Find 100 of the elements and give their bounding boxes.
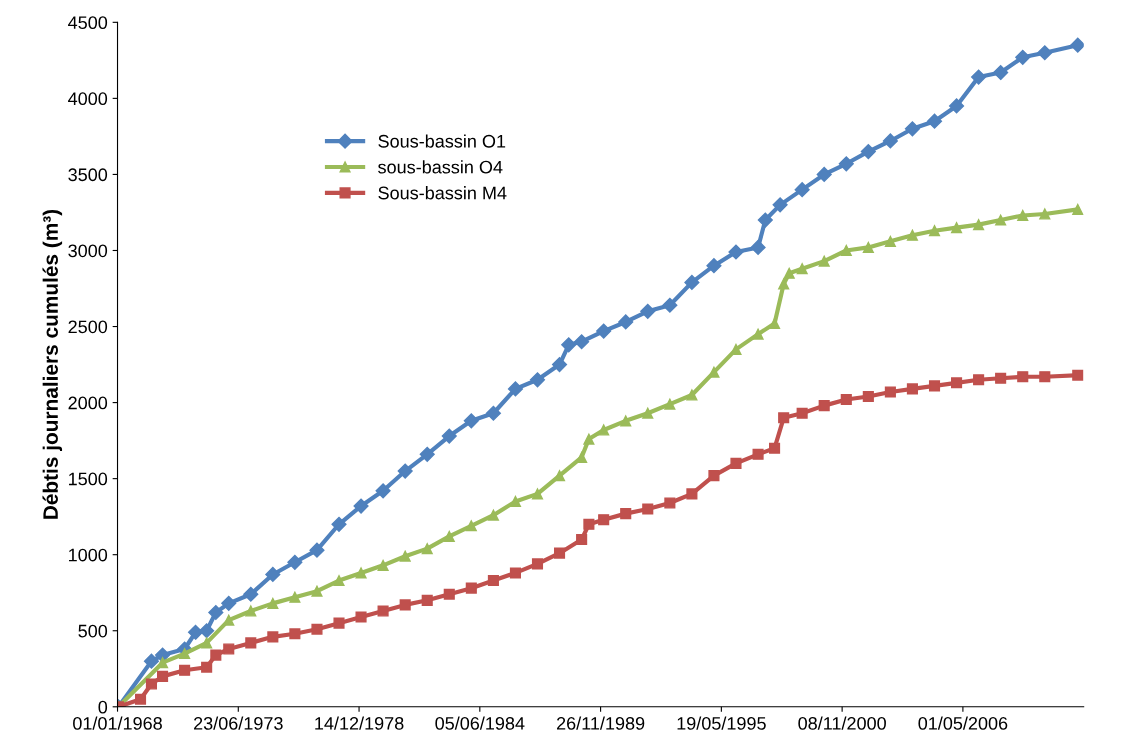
point: [421, 543, 433, 555]
point: [399, 550, 411, 562]
legend-label: sous-bassin O4: [378, 160, 503, 174]
point: [1015, 49, 1031, 65]
point: [1039, 371, 1051, 383]
point: [750, 239, 766, 256]
point: [531, 558, 544, 570]
point: [561, 337, 577, 353]
point: [973, 374, 985, 386]
point: [728, 244, 744, 260]
point: [884, 386, 896, 398]
point: [267, 597, 279, 609]
point: [838, 156, 854, 172]
point: [862, 241, 874, 253]
point: [311, 623, 323, 635]
y-tick-label: 3500: [68, 168, 108, 182]
point: [706, 258, 722, 274]
point: [289, 628, 301, 640]
point: [708, 470, 720, 482]
point: [377, 605, 389, 617]
point: [353, 498, 369, 514]
point: [995, 372, 1007, 384]
point: [778, 278, 790, 290]
point: [928, 380, 941, 392]
point: [906, 229, 918, 241]
point: [487, 509, 499, 521]
point: [640, 303, 656, 319]
point: [145, 678, 158, 690]
point: [882, 133, 898, 149]
point: [134, 693, 147, 705]
point: [928, 225, 941, 237]
point: [485, 405, 501, 421]
point: [769, 442, 781, 454]
point: [245, 637, 257, 649]
point: [375, 483, 391, 499]
point: [757, 212, 773, 228]
point: [971, 69, 987, 85]
x-tick-label: 14/12/1978: [315, 716, 404, 730]
point: [796, 407, 808, 419]
y-tick-label: 0: [98, 700, 108, 714]
point: [794, 182, 810, 198]
point: [951, 222, 963, 234]
point: [179, 648, 191, 660]
point: [221, 595, 237, 611]
legend-label: Sous-bassin M4: [378, 186, 507, 200]
point: [377, 559, 389, 571]
point: [223, 643, 235, 655]
y-tick-label: 4000: [68, 92, 108, 106]
x-tick-label: 05/06/1984: [435, 716, 525, 730]
point: [840, 244, 852, 257]
point: [576, 533, 588, 546]
point: [686, 488, 698, 500]
point: [1072, 369, 1084, 381]
point: [574, 334, 590, 350]
point: [309, 542, 325, 558]
x-tick-label: 01/05/2006: [918, 716, 1008, 730]
point: [333, 574, 345, 587]
point: [157, 670, 169, 682]
y-tick-label: 500: [78, 624, 108, 638]
point: [778, 412, 790, 424]
point: [926, 113, 943, 129]
point: [664, 398, 676, 410]
point: [201, 661, 213, 673]
point: [355, 611, 367, 623]
point: [399, 599, 411, 611]
point: [730, 343, 742, 355]
point: [243, 586, 259, 602]
point: [245, 605, 257, 617]
point: [884, 235, 896, 247]
x-tick-label: 01/01/1968: [73, 716, 162, 730]
x-tick-label: 26/11/1989: [556, 716, 645, 730]
y-tick-label: 4500: [68, 16, 108, 30]
point: [664, 497, 676, 509]
point: [598, 424, 610, 436]
point: [208, 604, 224, 621]
point: [618, 314, 634, 330]
y-tick-label: 1000: [69, 548, 108, 562]
point: [287, 554, 303, 570]
point: [487, 574, 499, 587]
point: [783, 267, 795, 279]
point: [443, 530, 455, 542]
point: [860, 144, 876, 160]
point: [973, 219, 985, 231]
point: [463, 413, 479, 429]
point: [187, 624, 204, 640]
point: [551, 356, 568, 373]
point: [686, 389, 698, 401]
legend-label: Sous-bassin O1: [378, 134, 506, 148]
point: [509, 495, 522, 508]
point: [730, 457, 742, 469]
point: [948, 98, 965, 114]
point: [441, 428, 457, 444]
point: [531, 488, 544, 500]
point: [1072, 203, 1084, 215]
point: [818, 255, 830, 267]
y-tick-label: 2000: [68, 396, 108, 410]
point: [509, 567, 522, 579]
point: [553, 547, 566, 559]
point: [752, 328, 764, 340]
point: [752, 448, 764, 460]
